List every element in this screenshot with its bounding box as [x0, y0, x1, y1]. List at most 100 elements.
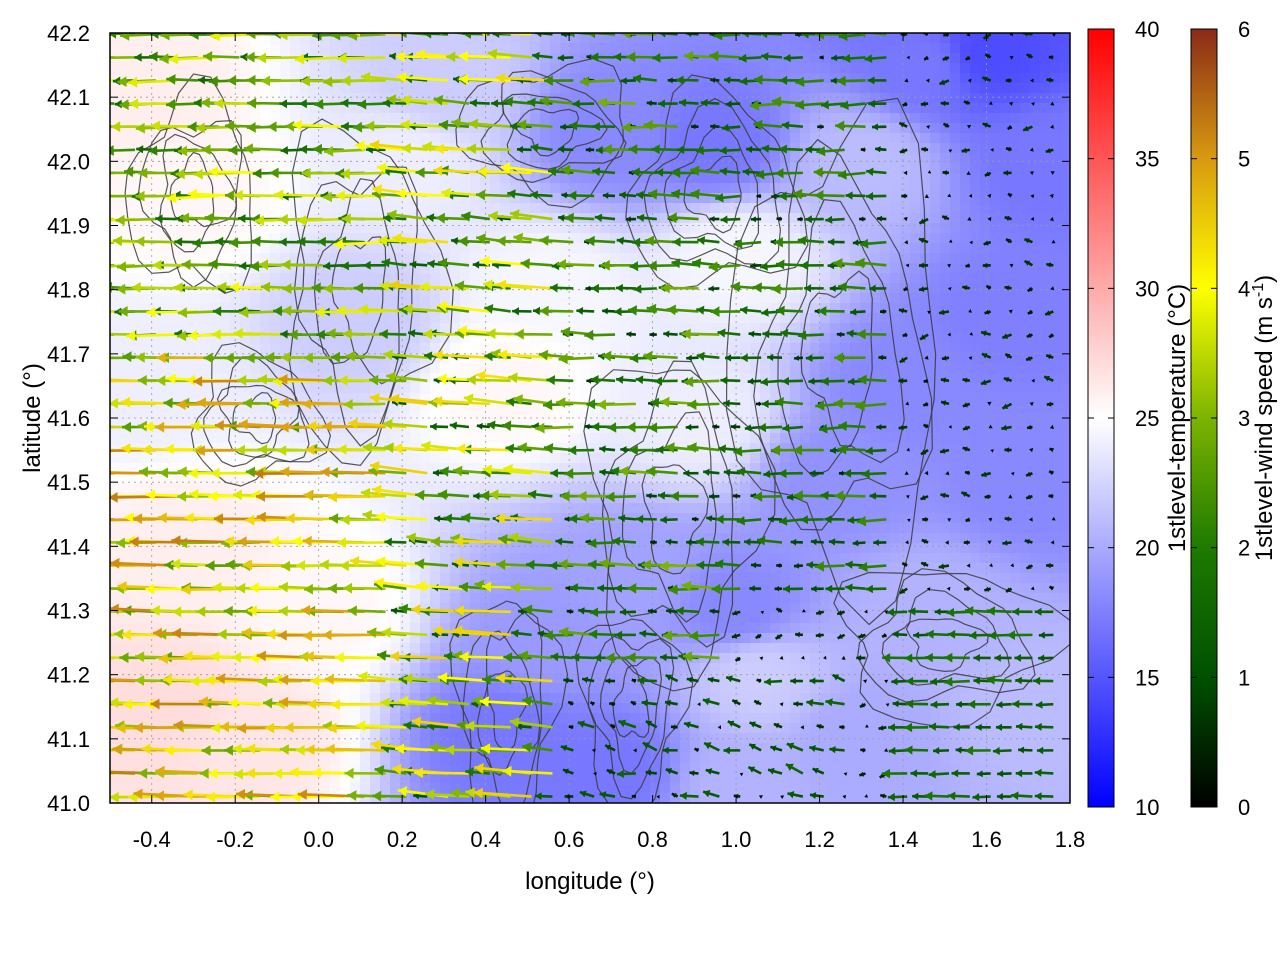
temperature-cell: [600, 433, 611, 444]
temperature-cell: [640, 163, 651, 174]
temperature-cell: [780, 333, 791, 344]
temperature-cell: [820, 173, 831, 184]
temperature-cell: [610, 243, 621, 254]
temperature-cell: [340, 93, 351, 104]
temperature-cell: [460, 543, 471, 554]
temperature-cell: [360, 383, 371, 394]
temperature-cell: [1040, 213, 1051, 224]
temperature-cell: [430, 383, 441, 394]
temperature-cell: [110, 553, 121, 564]
temperature-cell: [940, 143, 951, 154]
temperature-cell: [670, 453, 681, 464]
temperature-cell: [340, 83, 351, 94]
temperature-cell: [710, 443, 721, 454]
temperature-cell: [430, 223, 441, 234]
temperature-cell: [550, 263, 561, 274]
temperature-cell: [390, 503, 401, 514]
temperature-cell: [380, 483, 391, 494]
temperature-cell: [850, 33, 861, 44]
temperature-cell: [860, 43, 871, 54]
temperature-cell: [890, 63, 901, 74]
temperature-cell: [740, 133, 751, 144]
temperature-cell: [520, 493, 531, 504]
temperature-cell: [200, 73, 211, 84]
temperature-cell: [250, 503, 261, 514]
temperature-cell: [790, 463, 801, 474]
temperature-cell: [820, 263, 831, 274]
temperature-cell: [140, 383, 151, 394]
temperature-cell: [350, 73, 361, 84]
temperature-cell: [530, 293, 541, 304]
temperature-cell: [980, 403, 991, 414]
temperature-cell: [730, 143, 741, 154]
temperature-cell: [760, 443, 771, 454]
temperature-cell: [850, 363, 861, 374]
temperature-cell: [830, 343, 841, 354]
temperature-cell: [440, 233, 451, 244]
temperature-cell: [410, 113, 421, 124]
temperature-cell: [770, 83, 781, 94]
temperature-cell: [890, 183, 901, 194]
temperature-cell: [790, 383, 801, 394]
temperature-cell: [790, 433, 801, 444]
temperature-cell: [250, 273, 261, 284]
temperature-cell: [450, 113, 461, 124]
temperature-cell: [490, 463, 501, 474]
temperature-cell: [840, 313, 851, 324]
temperature-cell: [900, 143, 911, 154]
temperature-cell: [1050, 103, 1061, 114]
temperature-cell: [320, 83, 331, 94]
temperature-cell: [960, 83, 971, 94]
temperature-cell: [510, 273, 521, 284]
temperature-cell: [580, 163, 591, 174]
temperature-cell: [750, 323, 761, 334]
temperature-cell: [660, 453, 671, 464]
temperature-cell: [610, 503, 621, 514]
temperature-cell: [770, 293, 781, 304]
temperature-cell: [470, 233, 481, 244]
temperature-cell: [810, 173, 821, 184]
temperature-cell: [130, 383, 141, 394]
temperature-cell: [590, 503, 601, 514]
temperature-cell: [210, 373, 221, 384]
temperature-cell: [190, 203, 201, 214]
temperature-cell: [330, 203, 341, 214]
temperature-cell: [700, 153, 711, 164]
temperature-cell: [780, 253, 791, 264]
temperature-cell: [220, 423, 231, 434]
temperature-cell: [930, 223, 941, 234]
temperature-cell: [550, 323, 561, 334]
temperature-cell: [1020, 333, 1031, 344]
temperature-cell: [940, 513, 951, 524]
temperature-cell: [560, 343, 571, 354]
temperature-cell: [420, 123, 431, 134]
temperature-cell: [420, 133, 431, 144]
temperature-cell: [1000, 313, 1011, 324]
temperature-cell: [430, 63, 441, 74]
temperature-cell: [260, 153, 271, 164]
temperature-cell: [1000, 103, 1011, 114]
temperature-cell: [150, 153, 161, 164]
temperature-cell: [1020, 313, 1031, 324]
temperature-cell: [820, 313, 831, 324]
temperature-cell: [240, 503, 251, 514]
temperature-cell: [510, 503, 521, 514]
temperature-cell: [620, 473, 631, 484]
temperature-cell: [270, 383, 281, 394]
temperature-cell: [950, 543, 961, 554]
temperature-cell: [400, 173, 411, 184]
temperature-cell: [630, 163, 641, 174]
temperature-cell: [690, 473, 701, 484]
temperature-cell: [180, 363, 191, 374]
temperature-cell: [350, 503, 361, 514]
temperature-cell: [300, 503, 311, 514]
temperature-cell: [770, 383, 781, 394]
temperature-cell: [890, 193, 901, 204]
temperature-cell: [920, 93, 931, 104]
temperature-cell: [810, 123, 821, 134]
temperature-cell: [270, 193, 281, 204]
temperature-cell: [580, 323, 591, 334]
temperature-cell: [170, 413, 181, 424]
temperature-cell: [660, 523, 671, 534]
temperature-cell: [180, 433, 191, 444]
